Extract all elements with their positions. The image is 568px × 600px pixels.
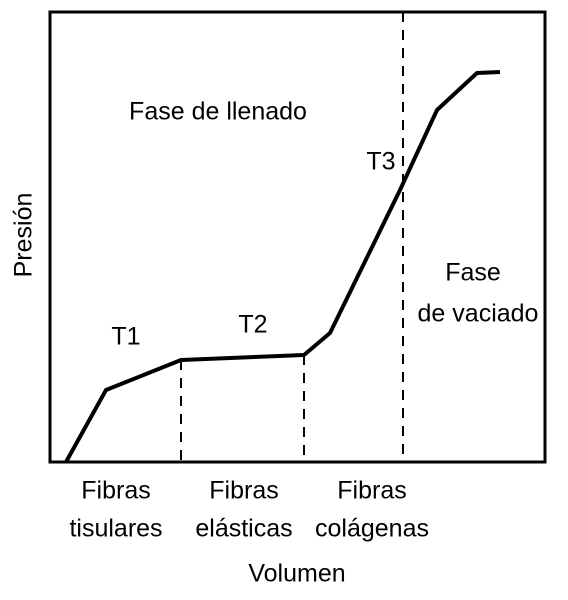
category-label: elásticas [195, 515, 292, 543]
phase-dividers [180, 12, 404, 462]
annotation: Fase de llenado [129, 98, 307, 126]
annotation: T2 [238, 311, 267, 339]
category-label: Fibras [209, 477, 278, 505]
annotation: Fase [445, 259, 501, 287]
y-axis-label: Presión [10, 193, 38, 278]
x-axis-label: Volumen [248, 560, 345, 588]
annotation: T1 [111, 323, 140, 351]
plot-frame [48, 10, 547, 464]
category-label: Fibras [81, 477, 150, 505]
annotation: T3 [366, 148, 395, 176]
category-label: tisulares [69, 515, 162, 543]
category-label: colágenas [315, 515, 429, 543]
annotation: de vaciado [418, 300, 539, 328]
category-label: Fibras [337, 477, 406, 505]
pressure-volume-curve [64, 70, 501, 463]
